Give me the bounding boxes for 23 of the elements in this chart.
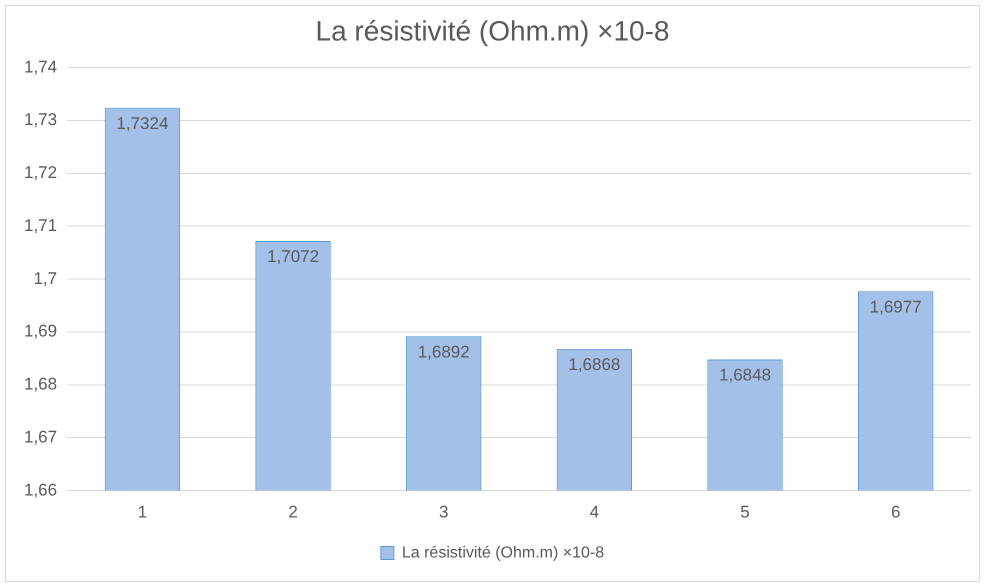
y-tick-label: 1,66: [24, 480, 58, 500]
x-tick-label: 6: [890, 502, 900, 522]
y-tick-label: 1,68: [24, 374, 58, 394]
y-tick-label: 1,67: [24, 427, 58, 446]
data-label: 1,6868: [568, 355, 620, 374]
x-tick-label: 3: [438, 502, 448, 522]
legend-label: La résistivité (Ohm.m) ×10-8: [402, 544, 604, 562]
x-tick-label: 4: [590, 502, 600, 522]
data-label: 1,6892: [418, 342, 470, 362]
data-label: 1,7324: [116, 114, 168, 133]
y-tick-label: 1,71: [24, 216, 58, 235]
y-tick-label: 1,72: [24, 163, 58, 182]
chart-title: La résistivité (Ohm.m) ×10-8: [316, 16, 670, 47]
y-tick-label: 1,69: [24, 322, 58, 341]
x-tick-label: 2: [288, 502, 298, 522]
data-label: 1,7072: [267, 247, 320, 266]
y-tick-label: 1,73: [24, 110, 58, 130]
x-tick-label: 5: [740, 502, 750, 522]
data-label: 1,6848: [719, 366, 772, 385]
data-label: 1,6977: [870, 297, 922, 316]
x-tick-label: 1: [138, 502, 148, 522]
y-tick-label: 1,74: [24, 57, 58, 76]
y-tick-label: 1,7: [33, 268, 58, 288]
